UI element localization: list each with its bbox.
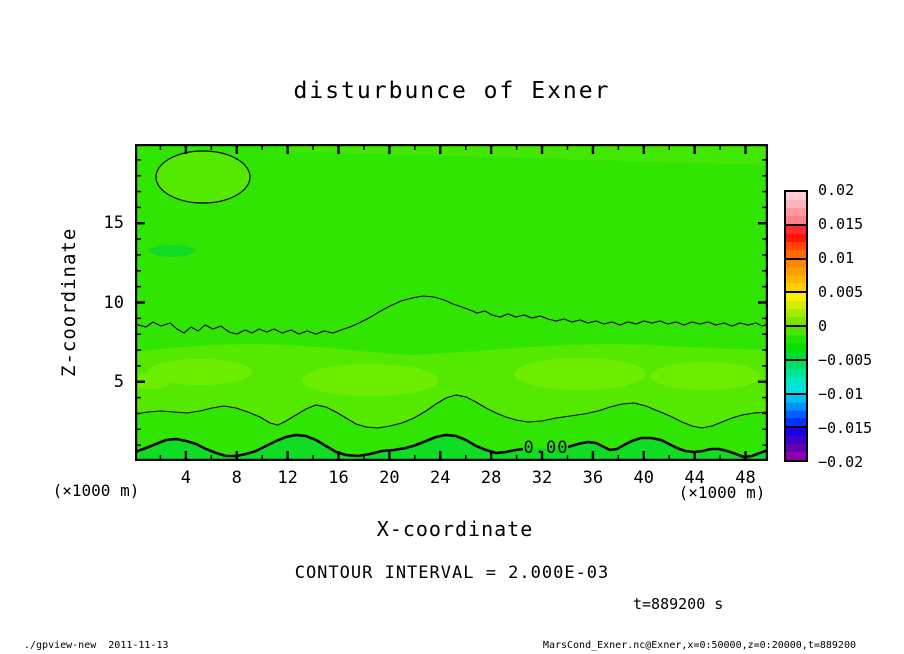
colorbar-tick-label: 0 [818,317,828,335]
z-axis-unit-label: (×1000 m) [52,481,140,500]
z-tick-label: 5 [113,371,124,392]
colorbar-segment [786,358,806,393]
colorbar-tick-label: −0.015 [818,419,873,437]
colorbar-tick-label: −0.005 [818,351,873,369]
thick-zero-contour-left [135,433,524,458]
closed-contour-ellipse [155,150,251,204]
x-tick-label: 36 [582,468,604,488]
x-tick-label: 16 [328,468,349,488]
dark-green-blob [149,245,195,257]
x-tick-label: 12 [277,468,298,488]
footer-command-text: ./gpview-new 2011-11-13 [24,640,169,651]
bright-patch [514,358,646,390]
y-axis-label: Z-coordinate [58,227,80,378]
chart-title: disturbunce of Exner [293,78,611,104]
footer-source-text: MarsCond_Exner.nc@Exner,x=0:50000,z=0:20… [542,640,856,651]
x-tick-label: 32 [531,468,553,488]
x-tick-label: 48 [735,468,756,488]
colorbar-tick-label: 0.015 [818,215,864,233]
plot-area: 0.00 [135,144,768,461]
colorbar-tick-label: −0.01 [818,385,864,403]
z-tick-label: 10 [103,292,124,313]
z-tick-label: 15 [103,213,124,234]
x-axis-label: X-coordinate [376,517,534,541]
colorbar-segment [786,426,806,460]
x-tick-label: 24 [430,468,451,488]
colorbar-segment [786,257,806,292]
contour-interval-text: CONTOUR INTERVAL = 2.000E-03 [294,563,610,583]
bright-patch [650,362,760,390]
colorbar-tick-label: 0.005 [818,283,864,301]
colorbar [784,190,808,462]
colorbar-segment [786,192,806,224]
surface-negative-layer [135,435,768,461]
bright-patch [148,359,252,385]
plot-frame [135,144,768,461]
thick-zero-contour-right [567,436,768,459]
colorbar-tick-label: −0.02 [818,453,864,471]
x-axis-unit-label: (×1000 m) [678,483,766,502]
colorbar-segment [786,291,806,325]
colorbar-segment [786,325,806,359]
thin-contour-lower [135,394,768,429]
bright-patch [302,364,438,396]
colorbar-tick-label: 0.01 [818,249,855,267]
bright-patch [135,373,172,389]
upper-right-light-wedge [285,146,768,165]
x-tick-label: 4 [180,468,191,488]
contour-line-value-label: 0.00 [524,438,569,458]
x-tick-label: 28 [480,468,502,488]
thin-contour-upper [135,295,768,335]
colorbar-segment [786,223,806,258]
colorbar-segment [786,392,806,427]
contour-plot-svg: 0.00 [135,144,768,461]
x-tick-label: 44 [684,468,705,488]
x-tick-label: 40 [633,468,655,488]
x-tick-label: 20 [379,468,400,488]
x-tick-label: 8 [231,468,242,488]
time-annotation: t=889200 s [633,595,724,613]
colorbar-tick-label: 0.02 [818,181,855,199]
